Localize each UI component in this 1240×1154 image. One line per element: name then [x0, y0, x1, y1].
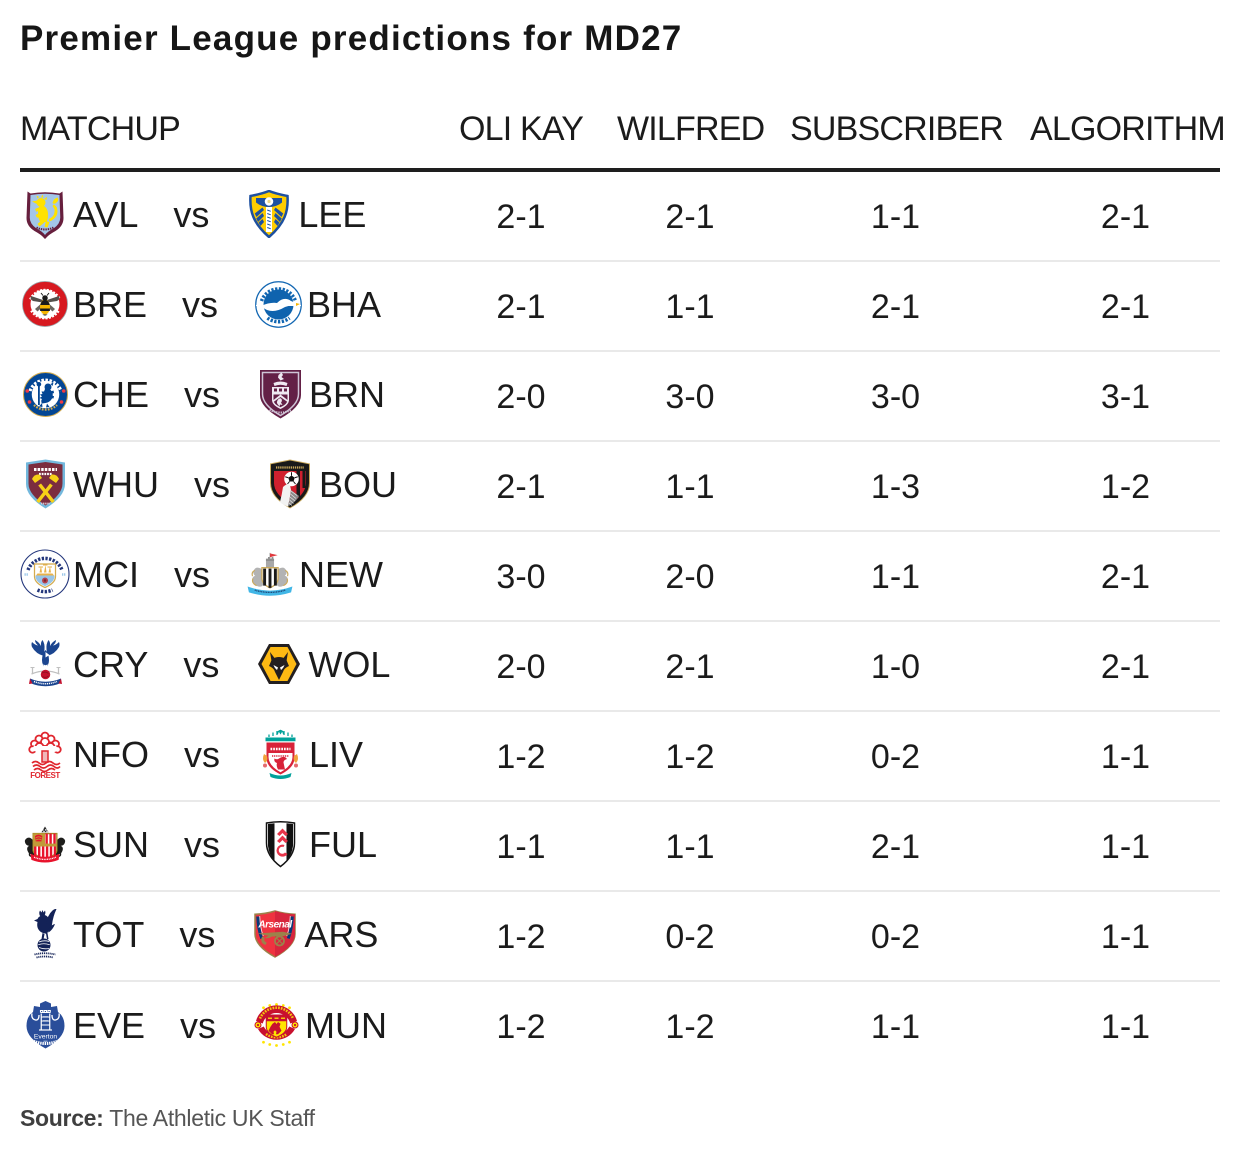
svg-text:Everton: Everton: [33, 1034, 57, 1041]
svg-text:Arsenal: Arsenal: [258, 920, 293, 931]
svg-text:FOREST: FOREST: [30, 771, 60, 779]
